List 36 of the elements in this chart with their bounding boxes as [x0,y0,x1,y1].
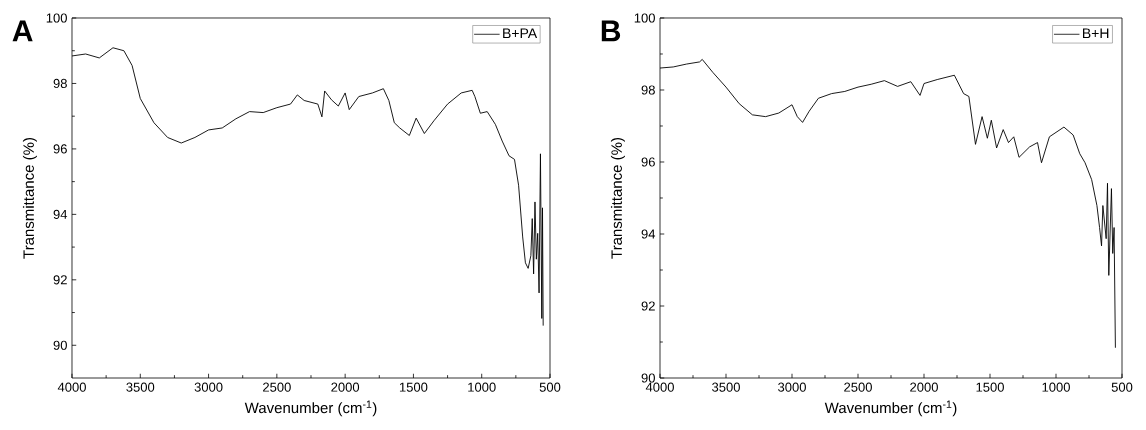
x-tick-label: 1000 [468,382,496,392]
y-axis-title: Transmittance (%) [610,137,625,259]
y-tick-label: 92 [53,275,67,285]
x-tick-label: 3000 [194,382,223,392]
x-tick-label: 500 [1111,382,1133,392]
y-tick-label: 100 [634,13,655,23]
y-tick-label: 90 [53,340,67,350]
y-axis-title: Transmittance (%) [22,137,37,259]
x-tick-label: 3000 [778,382,806,392]
x-tick-label: 3500 [126,382,155,392]
y-tick-label: 92 [641,301,655,311]
y-tick-label: 90 [641,373,655,383]
x-tick-label: 2500 [844,382,872,392]
x-tick-label: 2000 [331,382,360,392]
x-tick-label: 500 [539,382,561,392]
y-tick-label: 96 [53,144,67,154]
legend-label: B+H [1083,28,1109,39]
legend-label: B+PA [503,28,538,39]
chart-title: A [12,20,33,42]
x-tick-label: 3500 [712,382,740,392]
chart-title: B [601,20,621,42]
x-axis-title: Wavenumber (cm$^{-1}$) [244,400,377,417]
y-tick-label: 98 [641,85,655,95]
y-tick-label: 96 [641,157,655,167]
y-tick-label: 100 [46,13,67,23]
x-tick-label: 1500 [976,382,1004,392]
x-tick-label: 1500 [399,382,428,392]
x-tick-label: 1000 [1042,382,1070,392]
x-axis-title: Wavenumber (cm$^{-1}$) [824,400,957,417]
y-tick-label: 94 [53,209,68,219]
x-tick-label: 4000 [645,382,674,392]
y-tick-label: 98 [53,78,67,89]
x-tick-label: 2000 [910,382,938,392]
x-tick-label: 4000 [57,382,86,392]
y-tick-label: 94 [641,229,656,239]
x-tick-label: 2500 [263,382,291,392]
